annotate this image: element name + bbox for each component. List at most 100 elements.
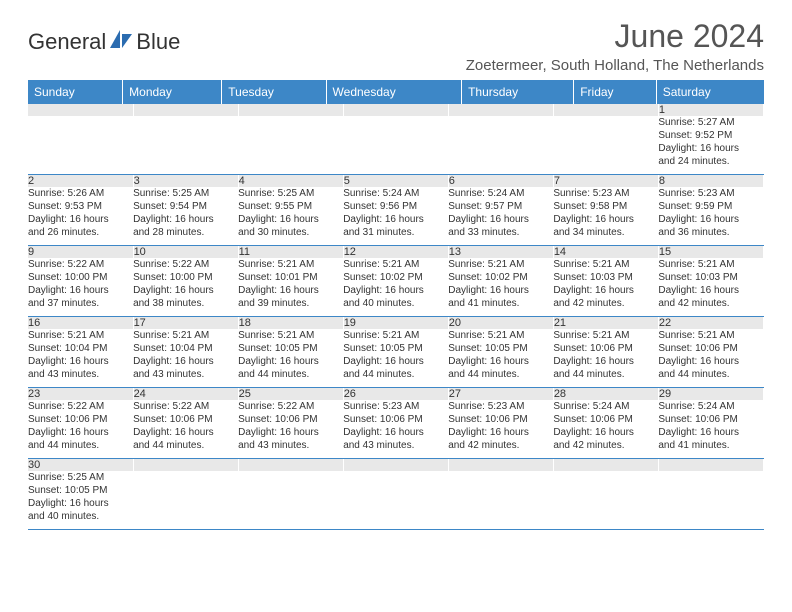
day-line: Sunset: 10:06 PM [553,342,658,355]
day-content: Sunrise: 5:24 AMSunset: 9:57 PMDaylight:… [448,187,553,245]
day-line: Sunrise: 5:21 AM [343,329,448,342]
day-header-row: SundayMondayTuesdayWednesdayThursdayFrid… [28,80,764,104]
day-number: 10 [133,246,238,258]
day-content: Sunrise: 5:21 AMSunset: 10:01 PMDaylight… [238,258,343,316]
day-line: and 44 minutes. [553,368,658,381]
day-content: Sunrise: 5:22 AMSunset: 10:06 PMDaylight… [28,400,133,458]
day-line: Daylight: 16 hours [448,284,553,297]
day-header: Monday [123,80,222,104]
day-line: Daylight: 16 hours [238,213,343,226]
day-line: Daylight: 16 hours [553,355,658,368]
day-line: and 44 minutes. [28,439,133,452]
day-line: Daylight: 16 hours [238,426,343,439]
calendar-table: SundayMondayTuesdayWednesdayThursdayFrid… [28,80,764,530]
day-line: Daylight: 16 hours [238,355,343,368]
day-line: Daylight: 16 hours [133,426,238,439]
week-row: 9101112131415Sunrise: 5:22 AMSunset: 10:… [28,246,764,317]
day-content: Sunrise: 5:21 AMSunset: 10:06 PMDaylight… [658,329,763,387]
day-line: Daylight: 16 hours [28,213,133,226]
day-line: and 41 minutes. [448,297,553,310]
day-line: Sunset: 10:02 PM [343,271,448,284]
day-number: 13 [448,246,553,258]
day-number: 24 [133,388,238,400]
day-line: and 38 minutes. [133,297,238,310]
day-number: 25 [238,388,343,400]
day-line: Daylight: 16 hours [133,284,238,297]
day-number: 26 [343,388,448,400]
page-title: June 2024 [466,18,764,55]
day-line: Sunrise: 5:21 AM [238,258,343,271]
day-line: and 43 minutes. [28,368,133,381]
day-line: Sunset: 10:05 PM [238,342,343,355]
day-number [448,459,553,471]
day-line: Sunset: 9:55 PM [238,200,343,213]
day-number [343,459,448,471]
day-line: Sunrise: 5:22 AM [133,258,238,271]
day-line: and 43 minutes. [133,368,238,381]
day-number: 14 [553,246,658,258]
sail-icon [108,28,134,55]
day-number [553,459,658,471]
day-content: Sunrise: 5:24 AMSunset: 10:06 PMDaylight… [553,400,658,458]
day-line: Daylight: 16 hours [658,426,763,439]
day-header: Saturday [656,80,764,104]
day-number [133,459,238,471]
day-content: Sunrise: 5:26 AMSunset: 9:53 PMDaylight:… [28,187,133,245]
day-line: and 40 minutes. [28,510,133,523]
day-line: Sunset: 10:03 PM [658,271,763,284]
day-content: Sunrise: 5:25 AMSunset: 9:54 PMDaylight:… [133,187,238,245]
day-line: Sunrise: 5:23 AM [553,187,658,200]
day-line: Daylight: 16 hours [343,355,448,368]
day-line: and 37 minutes. [28,297,133,310]
day-line: Sunrise: 5:22 AM [28,258,133,271]
week-row: 2345678Sunrise: 5:26 AMSunset: 9:53 PMDa… [28,175,764,246]
day-number: 9 [28,246,133,258]
day-number: 29 [658,388,763,400]
day-line: and 43 minutes. [343,439,448,452]
title-area: June 2024 Zoetermeer, South Holland, The… [466,18,764,74]
day-number: 11 [238,246,343,258]
logo-text-1: General [28,29,106,55]
day-line: Sunset: 10:06 PM [238,413,343,426]
logo: General Blue [28,28,180,55]
day-line: Sunset: 10:06 PM [658,342,763,355]
day-line: and 39 minutes. [238,297,343,310]
day-line: Daylight: 16 hours [658,142,763,155]
day-content: Sunrise: 5:27 AMSunset: 9:52 PMDaylight:… [658,116,763,174]
day-line: Sunrise: 5:21 AM [658,258,763,271]
day-content: Sunrise: 5:23 AMSunset: 9:59 PMDaylight:… [658,187,763,245]
day-line: Sunrise: 5:27 AM [658,116,763,129]
day-line: and 42 minutes. [553,297,658,310]
day-content: Sunrise: 5:21 AMSunset: 10:02 PMDaylight… [448,258,553,316]
day-content [28,116,133,174]
day-line: Sunrise: 5:23 AM [343,400,448,413]
day-number: 4 [238,175,343,187]
day-line: Sunset: 10:03 PM [553,271,658,284]
day-line: and 44 minutes. [658,368,763,381]
day-line: and 44 minutes. [238,368,343,381]
day-line: Sunrise: 5:24 AM [553,400,658,413]
day-number: 3 [133,175,238,187]
day-number: 7 [553,175,658,187]
day-line: Sunset: 9:54 PM [133,200,238,213]
day-number: 8 [658,175,763,187]
week-row: 16171819202122Sunrise: 5:21 AMSunset: 10… [28,317,764,388]
day-line: Daylight: 16 hours [343,284,448,297]
day-line: and 30 minutes. [238,226,343,239]
day-line: Daylight: 16 hours [28,426,133,439]
day-content [448,116,553,174]
day-line: Sunset: 9:52 PM [658,129,763,142]
day-line: and 43 minutes. [238,439,343,452]
day-line: Daylight: 16 hours [133,213,238,226]
day-line: and 42 minutes. [553,439,658,452]
day-line: Daylight: 16 hours [133,355,238,368]
location-subtitle: Zoetermeer, South Holland, The Netherlan… [466,57,764,74]
week-row: 1Sunrise: 5:27 AMSunset: 9:52 PMDaylight… [28,104,764,175]
header: General Blue June 2024 Zoetermeer, South… [28,18,764,74]
day-content: Sunrise: 5:21 AMSunset: 10:05 PMDaylight… [238,329,343,387]
day-line: Sunrise: 5:21 AM [553,258,658,271]
day-content: Sunrise: 5:24 AMSunset: 10:06 PMDaylight… [658,400,763,458]
day-line: Daylight: 16 hours [448,213,553,226]
day-line: Sunset: 9:53 PM [28,200,133,213]
day-number: 28 [553,388,658,400]
